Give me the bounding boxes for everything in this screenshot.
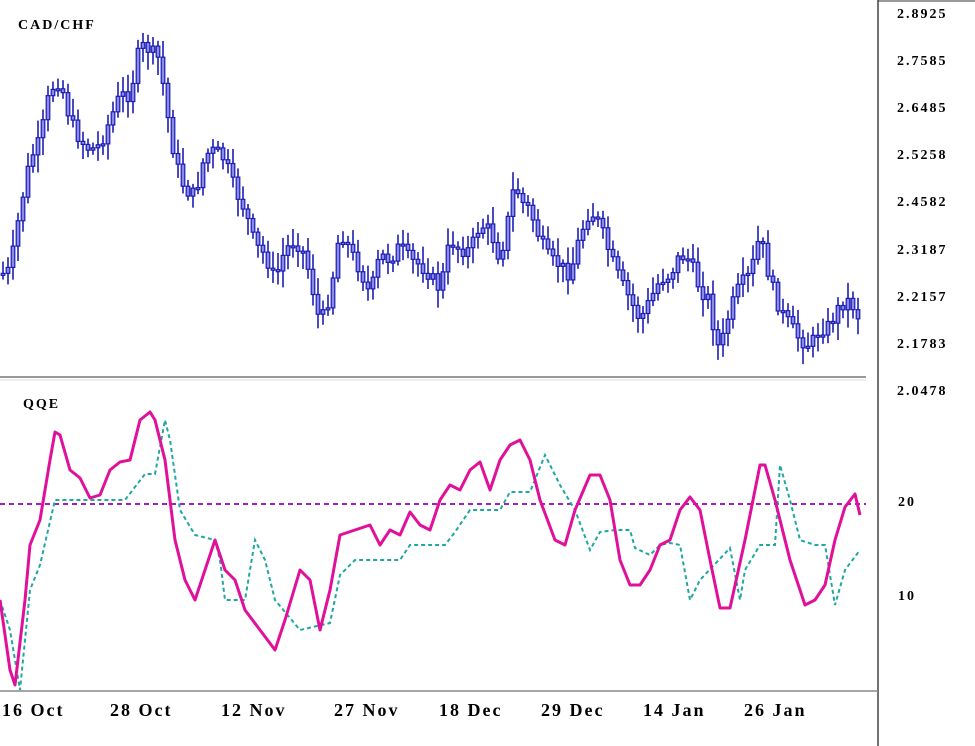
indicator-tick: 20 (898, 495, 916, 510)
time-tick: 29 Dec (541, 700, 605, 720)
price-tick: 2.7585 (897, 54, 948, 69)
price-tick: 2.8925 (897, 7, 948, 22)
indicator-tick: 10 (898, 589, 916, 604)
time-tick: 14 Jan (643, 700, 706, 720)
time-tick: 18 Dec (439, 700, 503, 720)
candlestick-series (0, 33, 861, 365)
price-tick: 2.2157 (897, 290, 948, 305)
indicator-panel-title: QQE (23, 397, 61, 412)
price-tick: 2.4582 (897, 195, 948, 210)
time-tick: 28 Oct (110, 700, 173, 720)
price-panel-title: CAD/CHF (18, 18, 96, 33)
price-tick: 2.6485 (897, 101, 948, 116)
price-tick: 2.3187 (897, 243, 948, 258)
price-tick: 2.1783 (897, 337, 948, 352)
price-tick: 2.5258 (897, 148, 948, 163)
qqe-rsi-line (0, 410, 862, 687)
time-tick: 26 Jan (744, 700, 807, 720)
time-tick: 16 Oct (2, 700, 65, 720)
time-tick: 12 Nov (221, 700, 287, 720)
time-tick: 27 Nov (334, 700, 400, 720)
price-tick: 2.0478 (897, 384, 948, 399)
